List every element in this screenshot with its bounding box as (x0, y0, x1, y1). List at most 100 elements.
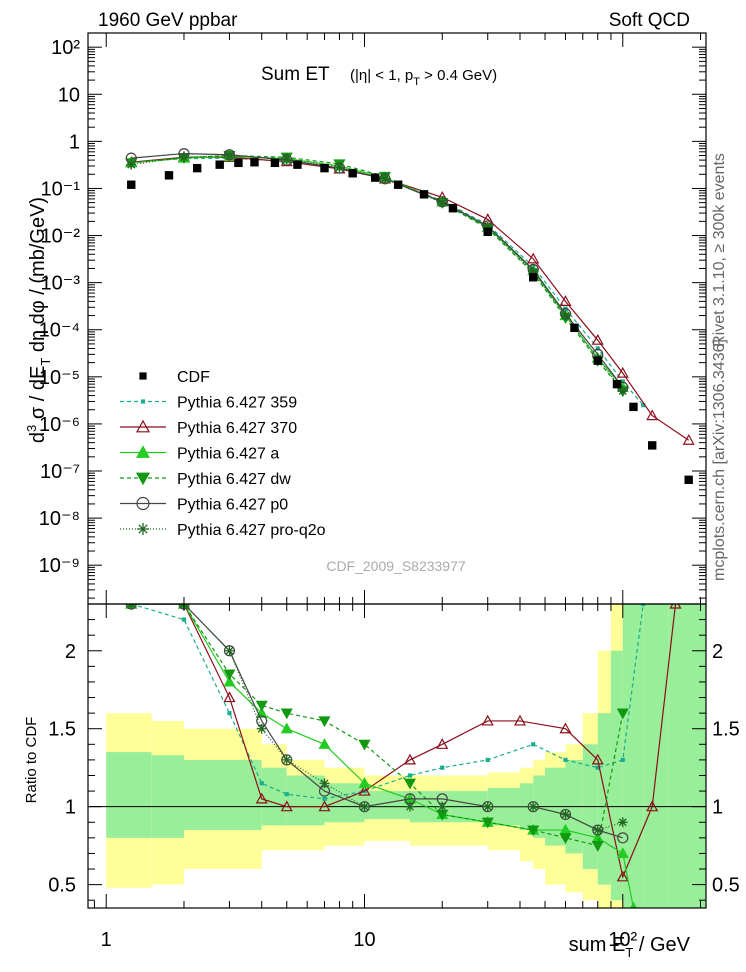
y-tick-label: 10⁻⁴ (39, 320, 80, 342)
ratio-line (131, 604, 644, 800)
cdf-point (612, 379, 622, 389)
ratio-point (256, 723, 267, 734)
analysis-watermark: CDF_2009_S8233977 (326, 558, 466, 574)
ratio-point (437, 801, 448, 812)
series-point (437, 197, 448, 208)
band-inner (622, 604, 644, 908)
ratio-point (592, 825, 603, 836)
ratio-point (358, 777, 371, 788)
cdf-point (419, 190, 429, 199)
ratio-point (223, 691, 236, 703)
ratio-point (284, 792, 289, 797)
ratio-tick-label: 1.5 (712, 719, 740, 741)
legend-item-2: Pythia 6.427 370 (120, 419, 297, 437)
ratio-line (131, 604, 677, 879)
ratio-point (481, 817, 494, 829)
series-point (281, 154, 292, 165)
ratio-point (485, 757, 490, 762)
ratio-point (358, 784, 371, 796)
header-right: Soft QCD (609, 10, 690, 31)
ratio-point (591, 841, 604, 852)
band-inner (183, 759, 262, 831)
legend-marker (135, 419, 151, 433)
cdf-point (215, 160, 224, 169)
series-point (617, 386, 628, 397)
cdf-point (393, 180, 403, 189)
legend-item-0: CDF (139, 369, 210, 386)
ratio-point (403, 753, 417, 765)
legend-marker (137, 523, 149, 535)
series-line (131, 156, 690, 441)
band-inner (324, 783, 365, 823)
ratio-point (559, 722, 572, 734)
ratio-point (620, 757, 625, 762)
band-inner (286, 775, 325, 826)
ratio-point (482, 801, 493, 812)
band-inner (597, 713, 611, 885)
main-frame (87, 32, 707, 605)
series-point (646, 409, 659, 421)
ratio-bands (88, 604, 706, 908)
y-tick-label: 10⁻¹ (41, 178, 81, 200)
ratio-point (617, 817, 628, 828)
ratio-point (436, 738, 449, 749)
cdf-point (629, 402, 638, 412)
cdf-point (648, 441, 657, 450)
series-5 (126, 150, 628, 397)
ratio-tick-label: 0.5 (712, 875, 740, 897)
legend-item-6: Pythia 6.427 pro-q2o (120, 522, 326, 539)
ratio-tick-label: 2 (65, 641, 76, 663)
ratio-point (563, 757, 568, 762)
cdf-data (127, 158, 693, 485)
legend-marker (139, 372, 147, 380)
ratio-point (617, 832, 629, 844)
cdf-point (684, 475, 693, 485)
ratio-point (616, 708, 629, 720)
ratio-series-5 (126, 604, 628, 836)
y-tick-label: 1 (69, 131, 80, 153)
series-point (126, 159, 137, 170)
ratio-tick-label: 1 (65, 797, 76, 819)
cdf-point (293, 160, 302, 169)
series-point (224, 150, 235, 161)
series-point (616, 366, 629, 378)
band-inner (261, 767, 287, 826)
ratio-point (280, 800, 293, 812)
ratio-point (559, 833, 572, 845)
ratio-point (616, 847, 629, 859)
ratio-point (255, 700, 268, 712)
ratio-point (181, 617, 187, 622)
band-inner (668, 604, 706, 908)
cdf-point (483, 227, 492, 237)
legend-item-3: Pythia 6.427 a (120, 445, 279, 463)
ratio-point (440, 765, 445, 770)
y-tick-label: 10⁻⁹ (39, 555, 80, 577)
series-point (379, 173, 390, 184)
ratio-point (280, 722, 293, 734)
chart-title-cut: (|η| < 1, pT > 0.4 GeV) (350, 67, 497, 88)
x-tick-label: 10² (608, 929, 637, 951)
series-3 (125, 150, 629, 398)
y-tick-label: 10⁻⁸ (39, 508, 80, 530)
series-4 (125, 147, 629, 393)
ratio-point (669, 604, 682, 609)
series-point (595, 346, 600, 351)
cdf-point (164, 171, 174, 180)
band-inner (151, 755, 184, 838)
ratio-tick-label: 1 (712, 797, 723, 819)
ratio-point (223, 675, 236, 687)
y-tick-label: 10⁻⁶ (39, 414, 80, 436)
side-label-top: Rivet 3.1.10, ≥ 300k events (711, 153, 728, 347)
legend-label: Pythia 6.427 p0 (177, 497, 288, 514)
ratio-point (359, 801, 370, 812)
ratio-point (513, 714, 527, 726)
header-left: 1960 GeV ppbar (98, 10, 238, 31)
cdf-point (270, 158, 280, 168)
ratio-point (407, 773, 413, 778)
cdf-point (593, 356, 602, 365)
cdf-point (570, 323, 579, 332)
series-point (334, 162, 345, 173)
ratio-point (318, 800, 331, 812)
ratio-point (255, 792, 268, 804)
